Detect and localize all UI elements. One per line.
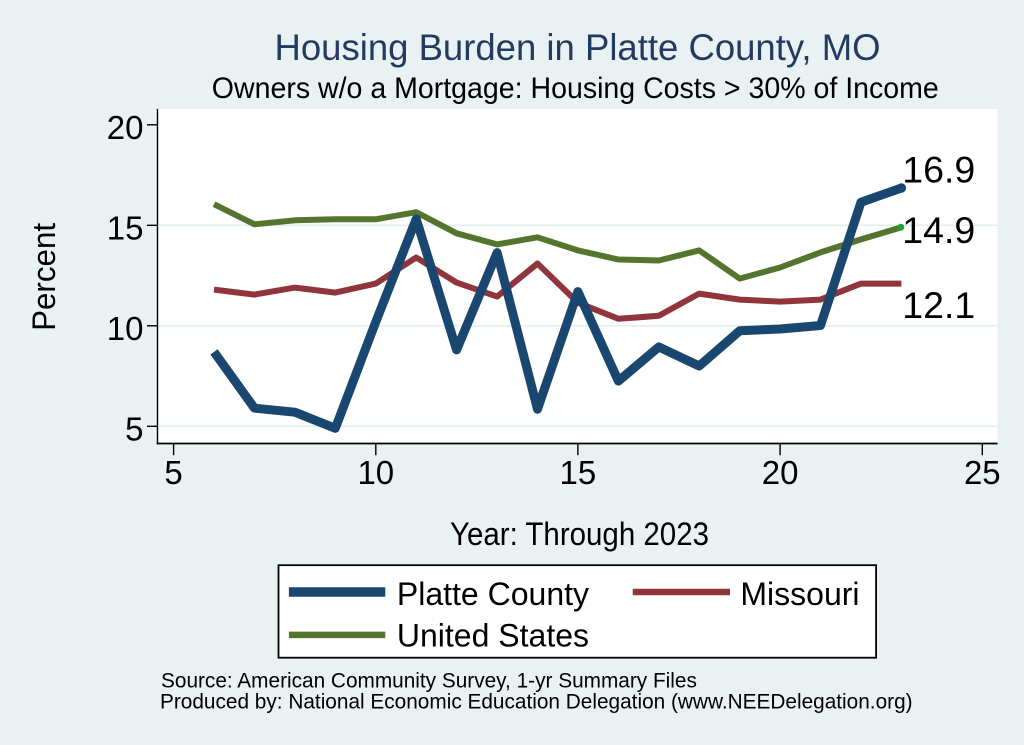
svg-text:United States: United States: [397, 618, 589, 654]
svg-text:Housing Burden in Platte Count: Housing Burden in Platte County, MO: [275, 26, 881, 68]
svg-text:Percent: Percent: [26, 223, 62, 331]
svg-text:15: 15: [107, 209, 144, 246]
svg-text:Produced by: National Economic: Produced by: National Economic Education…: [160, 691, 913, 714]
svg-text:10: 10: [357, 454, 394, 491]
svg-text:14.9: 14.9: [902, 209, 975, 251]
svg-text:Year: Through 2023: Year: Through 2023: [450, 516, 709, 552]
svg-text:16.9: 16.9: [902, 149, 975, 191]
svg-text:Missouri: Missouri: [740, 576, 859, 612]
svg-text:5: 5: [125, 410, 143, 447]
svg-text:15: 15: [560, 454, 597, 491]
svg-text:Source: American Community Sur: Source: American Community Survey, 1-yr …: [161, 669, 697, 692]
svg-text:Owners w/o a Mortgage: Housing: Owners w/o a Mortgage: Housing Costs > 3…: [212, 72, 939, 105]
svg-text:20: 20: [107, 109, 144, 146]
svg-text:5: 5: [164, 454, 182, 491]
svg-text:Platte County: Platte County: [397, 576, 589, 612]
svg-text:20: 20: [762, 454, 799, 491]
svg-text:12.1: 12.1: [902, 284, 975, 326]
svg-text:10: 10: [107, 310, 144, 347]
svg-text:25: 25: [964, 454, 1001, 491]
